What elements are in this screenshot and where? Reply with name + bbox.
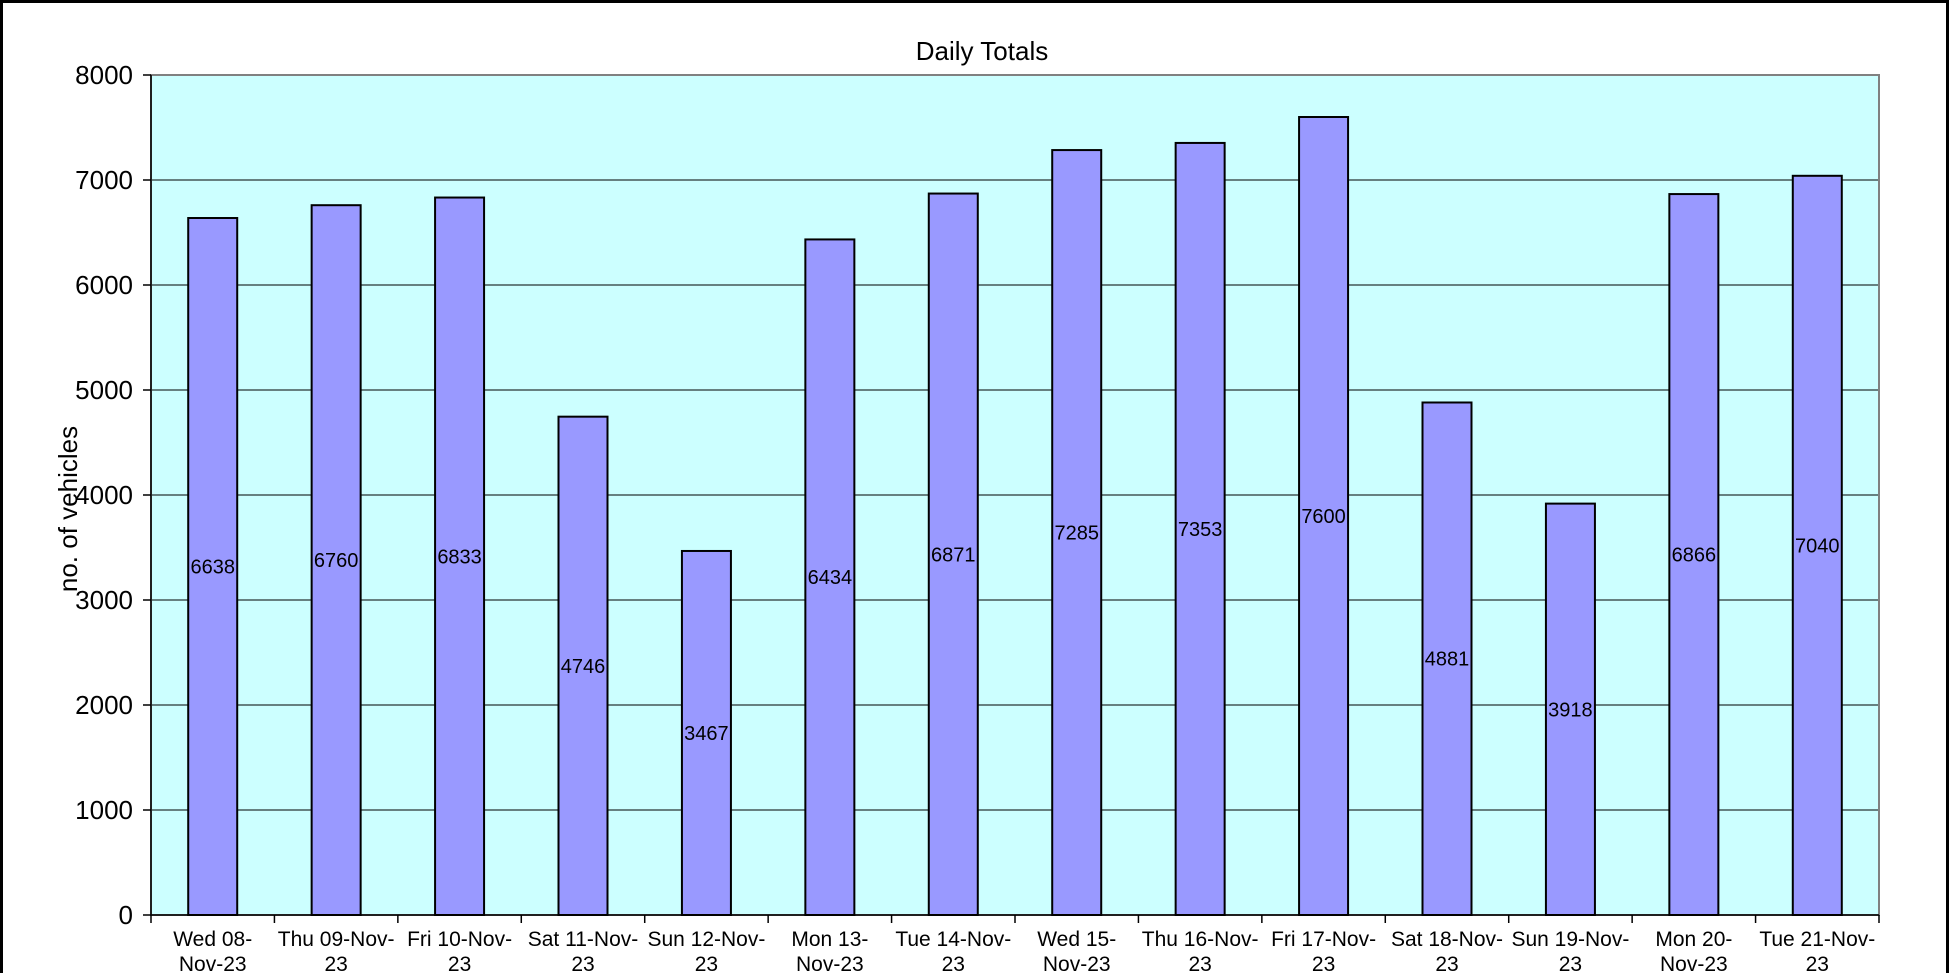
x-tick-label-line: Thu 16-Nov- [1142,928,1259,951]
x-tick-label-line: Thu 09-Nov- [278,928,395,951]
y-tick-label: 8000 [75,60,133,90]
x-tick-label: Tue 14-Nov-23 [895,928,1011,976]
data-label: 7600 [1301,506,1346,528]
x-tick-label-line: 23 [695,953,718,976]
x-tick-label-line: Sat 11-Nov- [528,928,639,951]
x-tick-label-line: 23 [1806,953,1829,976]
y-tick-label: 7000 [75,165,133,195]
x-tick-label: Wed 08-Nov-23 [173,928,252,976]
x-tick-label: Tue 21-Nov-23 [1759,928,1875,976]
x-tick-label-line: Mon 13- [791,928,868,951]
x-tick-label-line: 23 [1312,953,1335,976]
x-tick-label-line: Nov-23 [796,953,864,976]
x-tick-label: Fri 10-Nov-23 [407,928,512,976]
bar [1544,502,1596,916]
x-tick-label: Wed 15-Nov-23 [1037,928,1116,976]
x-tick-label: Sat 11-Nov-23 [528,928,639,976]
x-tick-label-line: 23 [448,953,471,976]
bar [680,549,732,917]
x-tick-label: Sat 18-Nov-23 [1391,928,1503,976]
data-label: 6866 [1672,545,1717,567]
bar [1298,116,1350,916]
y-axis-label: no. of vehicles [53,426,83,592]
y-tick-label: 5000 [75,375,133,405]
x-tick-label: Thu 16-Nov-23 [1142,928,1259,976]
bar [1668,193,1720,916]
data-label: 6871 [931,544,976,566]
bar [310,204,362,916]
x-tick-label: Fri 17-Nov-23 [1271,928,1376,976]
x-tick-label-line: 23 [1188,953,1211,976]
x-tick-label-line: Nov-23 [1043,953,1111,976]
x-tick-label-line: 23 [1559,953,1582,976]
data-label: 6434 [808,567,853,589]
x-tick-label-line: Sun 19-Nov- [1511,928,1629,951]
y-tick-label: 4000 [75,480,133,510]
x-tick-label-line: Tue 14-Nov- [895,928,1011,951]
data-label: 6833 [437,546,482,568]
data-label: 4881 [1425,649,1470,671]
bar [1791,174,1843,917]
x-tick-label-line: Wed 15- [1037,928,1116,951]
y-tick-label: 0 [119,900,133,930]
x-tick-label-line: Fri 10-Nov- [407,928,512,951]
plot-area: 0 1000 2000 3000 4000 5000 6000 7000 8000 6638 Wed… [75,60,1880,976]
bar [1174,141,1226,916]
x-tick-label-line: 23 [942,953,965,976]
x-tick-label-line: 23 [324,953,347,976]
bar [1051,149,1103,916]
bar [804,238,856,916]
y-tick-label: 2000 [75,690,133,720]
x-tick-label-line: Mon 20- [1655,928,1732,951]
x-tick-label-line: 23 [571,953,594,976]
y-tick-label: 6000 [75,270,133,300]
data-label: 4746 [561,656,606,678]
x-tick-label-line: Nov-23 [179,953,247,976]
bar [187,217,239,916]
x-tick-label-line: Sat 18-Nov- [1391,928,1503,951]
x-tick-label: Thu 09-Nov-23 [278,928,395,976]
y-tick-label: 1000 [75,795,133,825]
data-label: 6760 [314,550,359,572]
x-tick-label-line: 23 [1435,953,1458,976]
bar [557,415,609,916]
bar [927,192,979,917]
x-tick-label: Sun 19-Nov-23 [1511,928,1629,976]
x-tick-label-line: Sun 12-Nov- [647,928,765,951]
data-label: 7285 [1054,523,1099,545]
data-label: 7040 [1795,535,1840,557]
bar-chart: Daily Totals no. of vehicles 0 1000 2000 30… [53,36,1880,976]
data-label: 3918 [1548,699,1593,721]
x-tick-label-line: Nov-23 [1660,953,1728,976]
data-label: 3467 [684,723,729,745]
x-tick-label: Mon 20-Nov-23 [1655,928,1732,976]
x-tick-label-line: Tue 21-Nov- [1759,928,1875,951]
bar [1421,401,1473,916]
y-tick-label: 3000 [75,585,133,615]
x-tick-label: Sun 12-Nov-23 [647,928,765,976]
x-tick-label-line: Fri 17-Nov- [1271,928,1376,951]
chart-title: Daily Totals [916,36,1048,66]
data-label: 6638 [190,557,235,579]
x-tick-label: Mon 13-Nov-23 [791,928,868,976]
bar [434,196,486,917]
x-tick-label-line: Wed 08- [173,928,252,951]
data-label: 7353 [1178,519,1223,541]
